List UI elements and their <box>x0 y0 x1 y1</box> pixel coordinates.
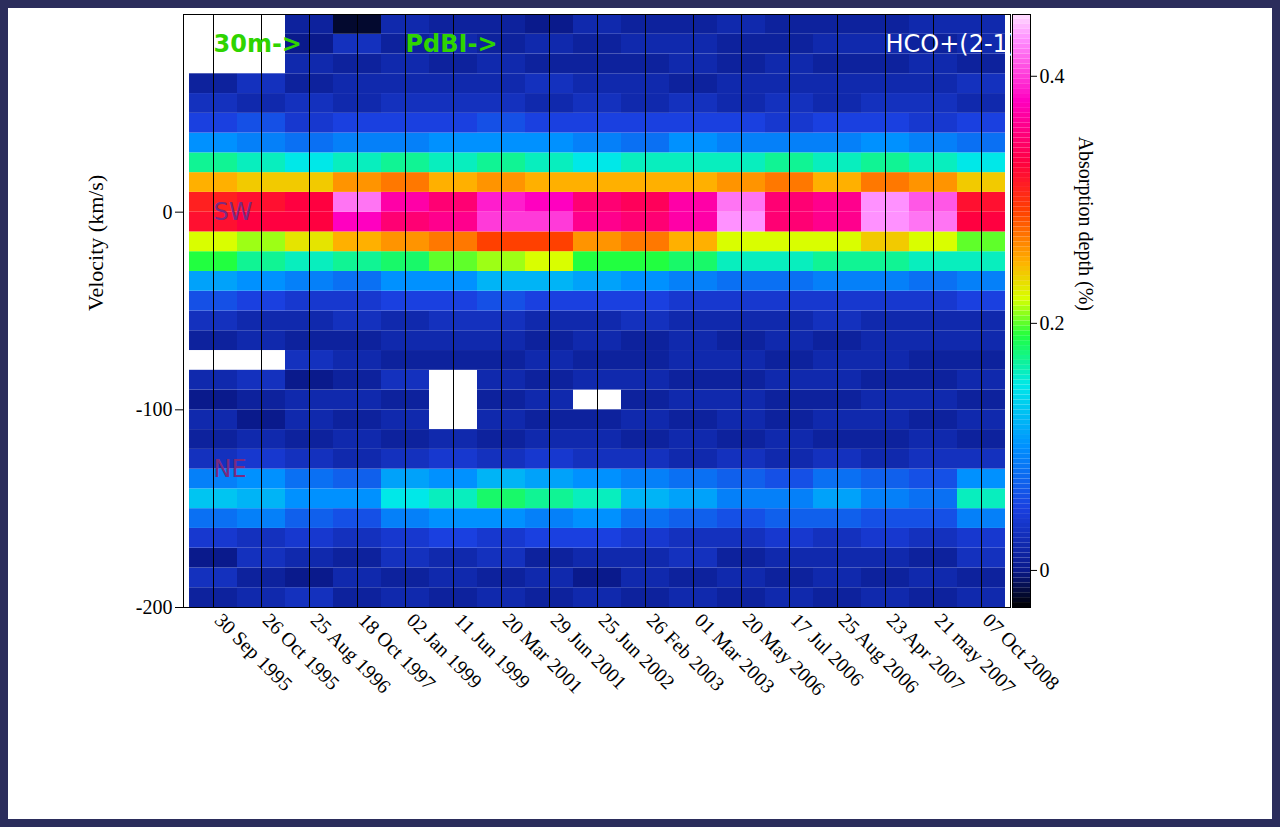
svg-text:30 Sep 1995: 30 Sep 1995 <box>210 608 297 695</box>
svg-text:0: 0 <box>1040 559 1050 581</box>
svg-text:PdBI->: PdBI-> <box>406 30 498 58</box>
svg-text:-200: -200 <box>136 596 173 618</box>
svg-text:Absorption depth (%): Absorption depth (%) <box>1074 137 1097 311</box>
svg-text:25 Aug 2006: 25 Aug 2006 <box>834 608 924 698</box>
svg-text:18 Oct 1997: 18 Oct 1997 <box>354 608 441 695</box>
svg-text:HCO+(2-1): HCO+(2-1) <box>886 30 1018 58</box>
svg-text:Velocity (km/s): Velocity (km/s) <box>83 175 108 311</box>
svg-text:07 Oct 2008: 07 Oct 2008 <box>979 609 1064 694</box>
svg-text:-100: -100 <box>136 398 173 420</box>
svg-text:26 Oct 1995: 26 Oct 1995 <box>258 608 345 695</box>
svg-text:01 Mar 2003: 01 Mar 2003 <box>690 608 780 698</box>
svg-text:21 may 2007: 21 may 2007 <box>930 608 1021 699</box>
svg-text:0.4: 0.4 <box>1040 65 1065 87</box>
svg-text:25 Jun 2002: 25 Jun 2002 <box>594 608 680 694</box>
svg-text:25 Aug 1996: 25 Aug 1996 <box>306 608 396 698</box>
svg-text:17 Jul 2006: 17 Jul 2006 <box>786 608 869 691</box>
svg-text:26 Feb 2003: 26 Feb 2003 <box>642 608 729 695</box>
svg-text:20 May 2006: 20 May 2006 <box>738 608 830 700</box>
svg-text:11 Jun 1999: 11 Jun 1999 <box>450 608 535 693</box>
svg-text:0: 0 <box>163 201 173 223</box>
svg-text:0.2: 0.2 <box>1040 312 1065 334</box>
svg-text:SW: SW <box>214 198 253 226</box>
svg-text:NE: NE <box>214 455 247 483</box>
svg-text:29 Jun 2001: 29 Jun 2001 <box>546 608 632 694</box>
svg-text:30m->: 30m-> <box>214 30 302 58</box>
svg-text:20 Mar 2001: 20 Mar 2001 <box>498 608 588 698</box>
svg-text:02 Jan 1999: 02 Jan 1999 <box>402 608 487 693</box>
svg-text:23 Apr 2007: 23 Apr 2007 <box>882 608 969 695</box>
